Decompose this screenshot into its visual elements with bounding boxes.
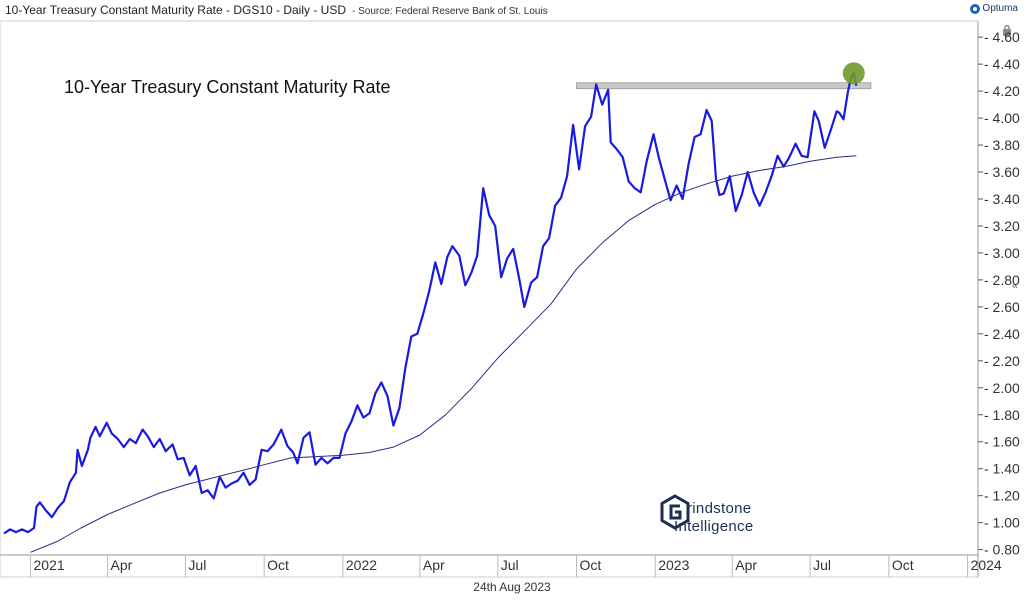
y-tick-label: - 1.80 xyxy=(984,407,1020,423)
axes: - 0.80 - 1.00 - 1.20 - 1.40 - 1.60 - 1.80 - 2.… xyxy=(0,20,1020,578)
y-tick-label: - 3.60 xyxy=(984,164,1020,180)
y-tick-label: - 3.80 xyxy=(984,137,1020,153)
y-tick-label: - 2.00 xyxy=(984,380,1020,396)
plot-area xyxy=(3,62,872,553)
x-tick-label: Apr xyxy=(423,557,445,573)
y-tick-label: - 0.80 xyxy=(984,542,1020,558)
grindstone-logo: rindstone Intelligence xyxy=(660,492,800,542)
y-tick-label: - 4.40 xyxy=(984,56,1020,72)
x-tick-label: Oct xyxy=(892,557,914,573)
brand-logo: Optuma xyxy=(970,3,1018,14)
y-tick-label: - 3.00 xyxy=(984,245,1020,261)
x-tick-label: Oct xyxy=(580,557,602,573)
y-tick-label: - 3.20 xyxy=(984,218,1020,234)
breakout-marker xyxy=(842,62,865,85)
y-tick-label: - 1.00 xyxy=(984,515,1020,531)
lock-icon[interactable] xyxy=(1002,24,1012,36)
y-tick-label: - 3.40 xyxy=(984,191,1020,207)
moving-average-line xyxy=(30,155,857,553)
y-tick-label: - 4.20 xyxy=(984,83,1020,99)
x-tick-label: Jul xyxy=(188,557,206,573)
x-tick-label: 2022 xyxy=(346,557,377,573)
x-tick-label: Apr xyxy=(111,557,133,573)
x-tick-label: 2024 xyxy=(971,557,1002,573)
y-tick-label: - 2.40 xyxy=(984,326,1020,342)
header-title-text: 10-Year Treasury Constant Maturity Rate … xyxy=(5,3,347,17)
y-tick-label: - 2.60 xyxy=(984,299,1020,315)
x-tick-label: Oct xyxy=(267,557,289,573)
plot-border xyxy=(0,20,979,578)
logo-line-2: Intelligence xyxy=(674,518,754,535)
chart-header: 10-Year Treasury Constant Maturity Rate … xyxy=(0,0,1024,20)
y-tick-label: - 4.00 xyxy=(984,110,1020,126)
y-tick-label: - 4.60 xyxy=(984,29,1020,45)
cursor-date-label: 24th Aug 2023 xyxy=(473,580,551,594)
chart-title: 10-Year Treasury Constant Maturity Rate xyxy=(64,77,391,97)
x-tick-label: Apr xyxy=(735,557,757,573)
chart-header-title: 10-Year Treasury Constant Maturity Rate … xyxy=(5,3,548,17)
optuma-logo-icon xyxy=(970,3,981,14)
x-tick-label: Jul xyxy=(813,557,831,573)
brand-name: Optuma xyxy=(982,3,1018,14)
price-series-line xyxy=(3,71,858,535)
x-tick-label: 2021 xyxy=(34,557,65,573)
y-tick-label: - 2.80 xyxy=(984,272,1020,288)
collapse-panel-icon[interactable]: « xyxy=(1012,280,1019,292)
y-tick-label: - 1.20 xyxy=(984,488,1020,504)
x-tick-label: 2023 xyxy=(658,557,689,573)
logo-line-1: rindstone xyxy=(687,500,752,517)
grindstone-hexagon-icon xyxy=(660,494,690,530)
y-tick-label: - 1.60 xyxy=(984,434,1020,450)
y-tick-label: - 1.40 xyxy=(984,461,1020,477)
resistance-band xyxy=(576,82,872,90)
y-tick-label: - 2.20 xyxy=(984,353,1020,369)
header-source-text: - Source: Federal Reserve Bank of St. Lo… xyxy=(352,6,548,17)
x-tick-label: Jul xyxy=(501,557,519,573)
